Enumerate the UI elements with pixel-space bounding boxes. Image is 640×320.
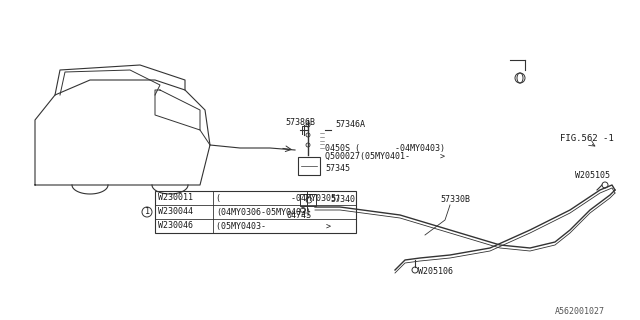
Text: FIG.562 -1: FIG.562 -1 <box>560 133 614 142</box>
Text: (              -04MY0305): ( -04MY0305) <box>216 194 341 203</box>
Text: 57345: 57345 <box>325 164 350 172</box>
Text: Q500027(05MY0401-      >: Q500027(05MY0401- > <box>325 151 445 161</box>
Text: 1: 1 <box>145 207 150 217</box>
Bar <box>155 191 356 233</box>
Bar <box>298 157 320 175</box>
Text: 57330B: 57330B <box>440 196 470 204</box>
Text: A562001027: A562001027 <box>555 308 605 316</box>
Text: W230044: W230044 <box>158 207 193 217</box>
Text: 0450S (       -04MY0403): 0450S ( -04MY0403) <box>325 143 445 153</box>
Text: W230011: W230011 <box>158 194 193 203</box>
Text: W205106: W205106 <box>418 268 453 276</box>
Text: 57340: 57340 <box>330 196 355 204</box>
Text: W205105: W205105 <box>575 171 610 180</box>
Text: (05MY0403-            >: (05MY0403- > <box>216 221 331 230</box>
Text: 57386B: 57386B <box>285 117 315 126</box>
Text: 0474S: 0474S <box>286 211 311 220</box>
Text: W230046: W230046 <box>158 221 193 230</box>
Bar <box>300 194 316 206</box>
Text: (04MY0306-05MY0403): (04MY0306-05MY0403) <box>216 207 311 217</box>
Text: 57346A: 57346A <box>335 119 365 129</box>
